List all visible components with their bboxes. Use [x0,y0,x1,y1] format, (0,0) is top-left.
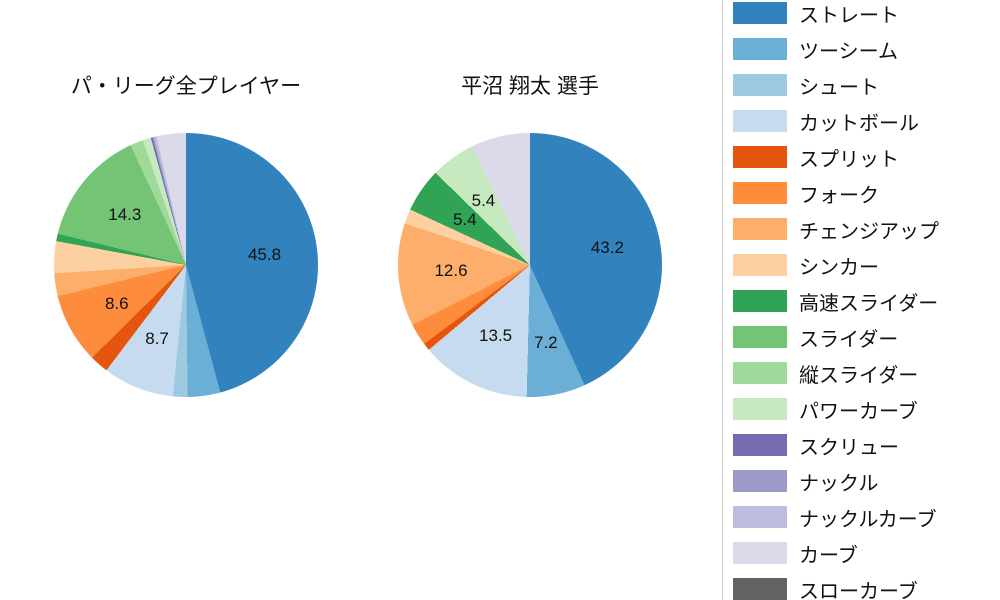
legend-color-swatch [733,362,787,384]
legend-color-swatch [733,470,787,492]
legend-label: スローカーブ [799,580,918,600]
legend-label: ナックル [799,472,879,495]
pie-percent-label: 43.2 [590,238,624,258]
legend-color-swatch [733,254,787,276]
legend-item: ストレート [733,0,1000,31]
legend-label: カットボール [799,112,919,135]
pie-percent-label: 12.6 [434,260,468,280]
pie-chart-league-all-players: 45.8 8.7 8.6 14.3 [54,133,318,397]
legend-item: シンカー [733,247,1000,283]
legend-label: ツーシーム [799,40,898,63]
legend-color-swatch [733,182,787,204]
legend-color-swatch [733,506,787,528]
pie-percent-label: 5.4 [452,210,477,230]
pie-percent-label: 45.8 [247,244,282,264]
legend-label: スライダー [799,328,899,351]
legend-item: ナックルカーブ [733,499,1000,535]
legend-item: カットボール [733,103,1000,139]
legend-label: スプリット [799,148,899,171]
legend-color-swatch [733,434,787,456]
legend-color-swatch [733,110,787,132]
pie-percent-label: 7.2 [533,332,558,352]
pie-chart-player: 43.2 7.2 13.5 12.6 5.4 5.4 [398,133,662,397]
legend-label: チェンジアップ [799,220,939,243]
legend-label: 高速スライダー [799,292,939,315]
legend-item: シュート [733,67,1000,103]
legend-label: シュート [799,76,879,99]
legend-label: パワーカーブ [799,400,918,423]
legend-label: シンカー [799,256,879,279]
pitch-type-legend: ストレートツーシームシュートカットボール スプリットフォークチェンジアップ シンカー… [722,0,1000,600]
legend-item: 縦スライダー [733,355,1000,391]
legend-color-swatch [733,38,787,60]
legend-item: フォーク [733,175,1000,211]
legend-label: フォーク [799,184,879,207]
legend-color-swatch [733,218,787,240]
pie-percent-label: 5.4 [471,190,496,210]
pie-percent-label: 14.3 [108,204,142,224]
legend-color-swatch [733,290,787,312]
legend-item: カーブ [733,535,1000,571]
legend-item: スローカーブ [733,571,1000,600]
legend-color-swatch [733,398,787,420]
left-chart-title: パ・リーグ全プレイヤー [70,75,302,98]
legend-label: 縦スライダー [799,364,919,387]
legend-item: ナックル [733,463,1000,499]
legend-label: ナックルカーブ [799,508,937,531]
legend-color-swatch [733,326,787,348]
legend-color-swatch [733,2,787,24]
legend-label: スクリュー [799,436,899,459]
legend-item: スクリュー [733,427,1000,463]
legend-label: ストレート [799,4,899,27]
pie-percent-label: 8.6 [105,293,129,313]
legend-item: スライダー [733,319,1000,355]
pie-percent-label: 13.5 [479,326,513,346]
legend-item: ツーシーム [733,31,1000,67]
legend-item: パワーカーブ [733,391,1000,427]
pie-percent-label: 8.7 [145,328,169,348]
legend-color-swatch [733,146,787,168]
right-chart-title: 平沼 翔太 選手 [461,75,599,98]
legend-item: 高速スライダー [733,283,1000,319]
legend-color-swatch [733,578,787,600]
legend-item: スプリット [733,139,1000,175]
legend-color-swatch [733,74,787,96]
legend-item: チェンジアップ [733,211,1000,247]
legend-color-swatch [733,542,787,564]
legend-label: カーブ [799,544,858,567]
